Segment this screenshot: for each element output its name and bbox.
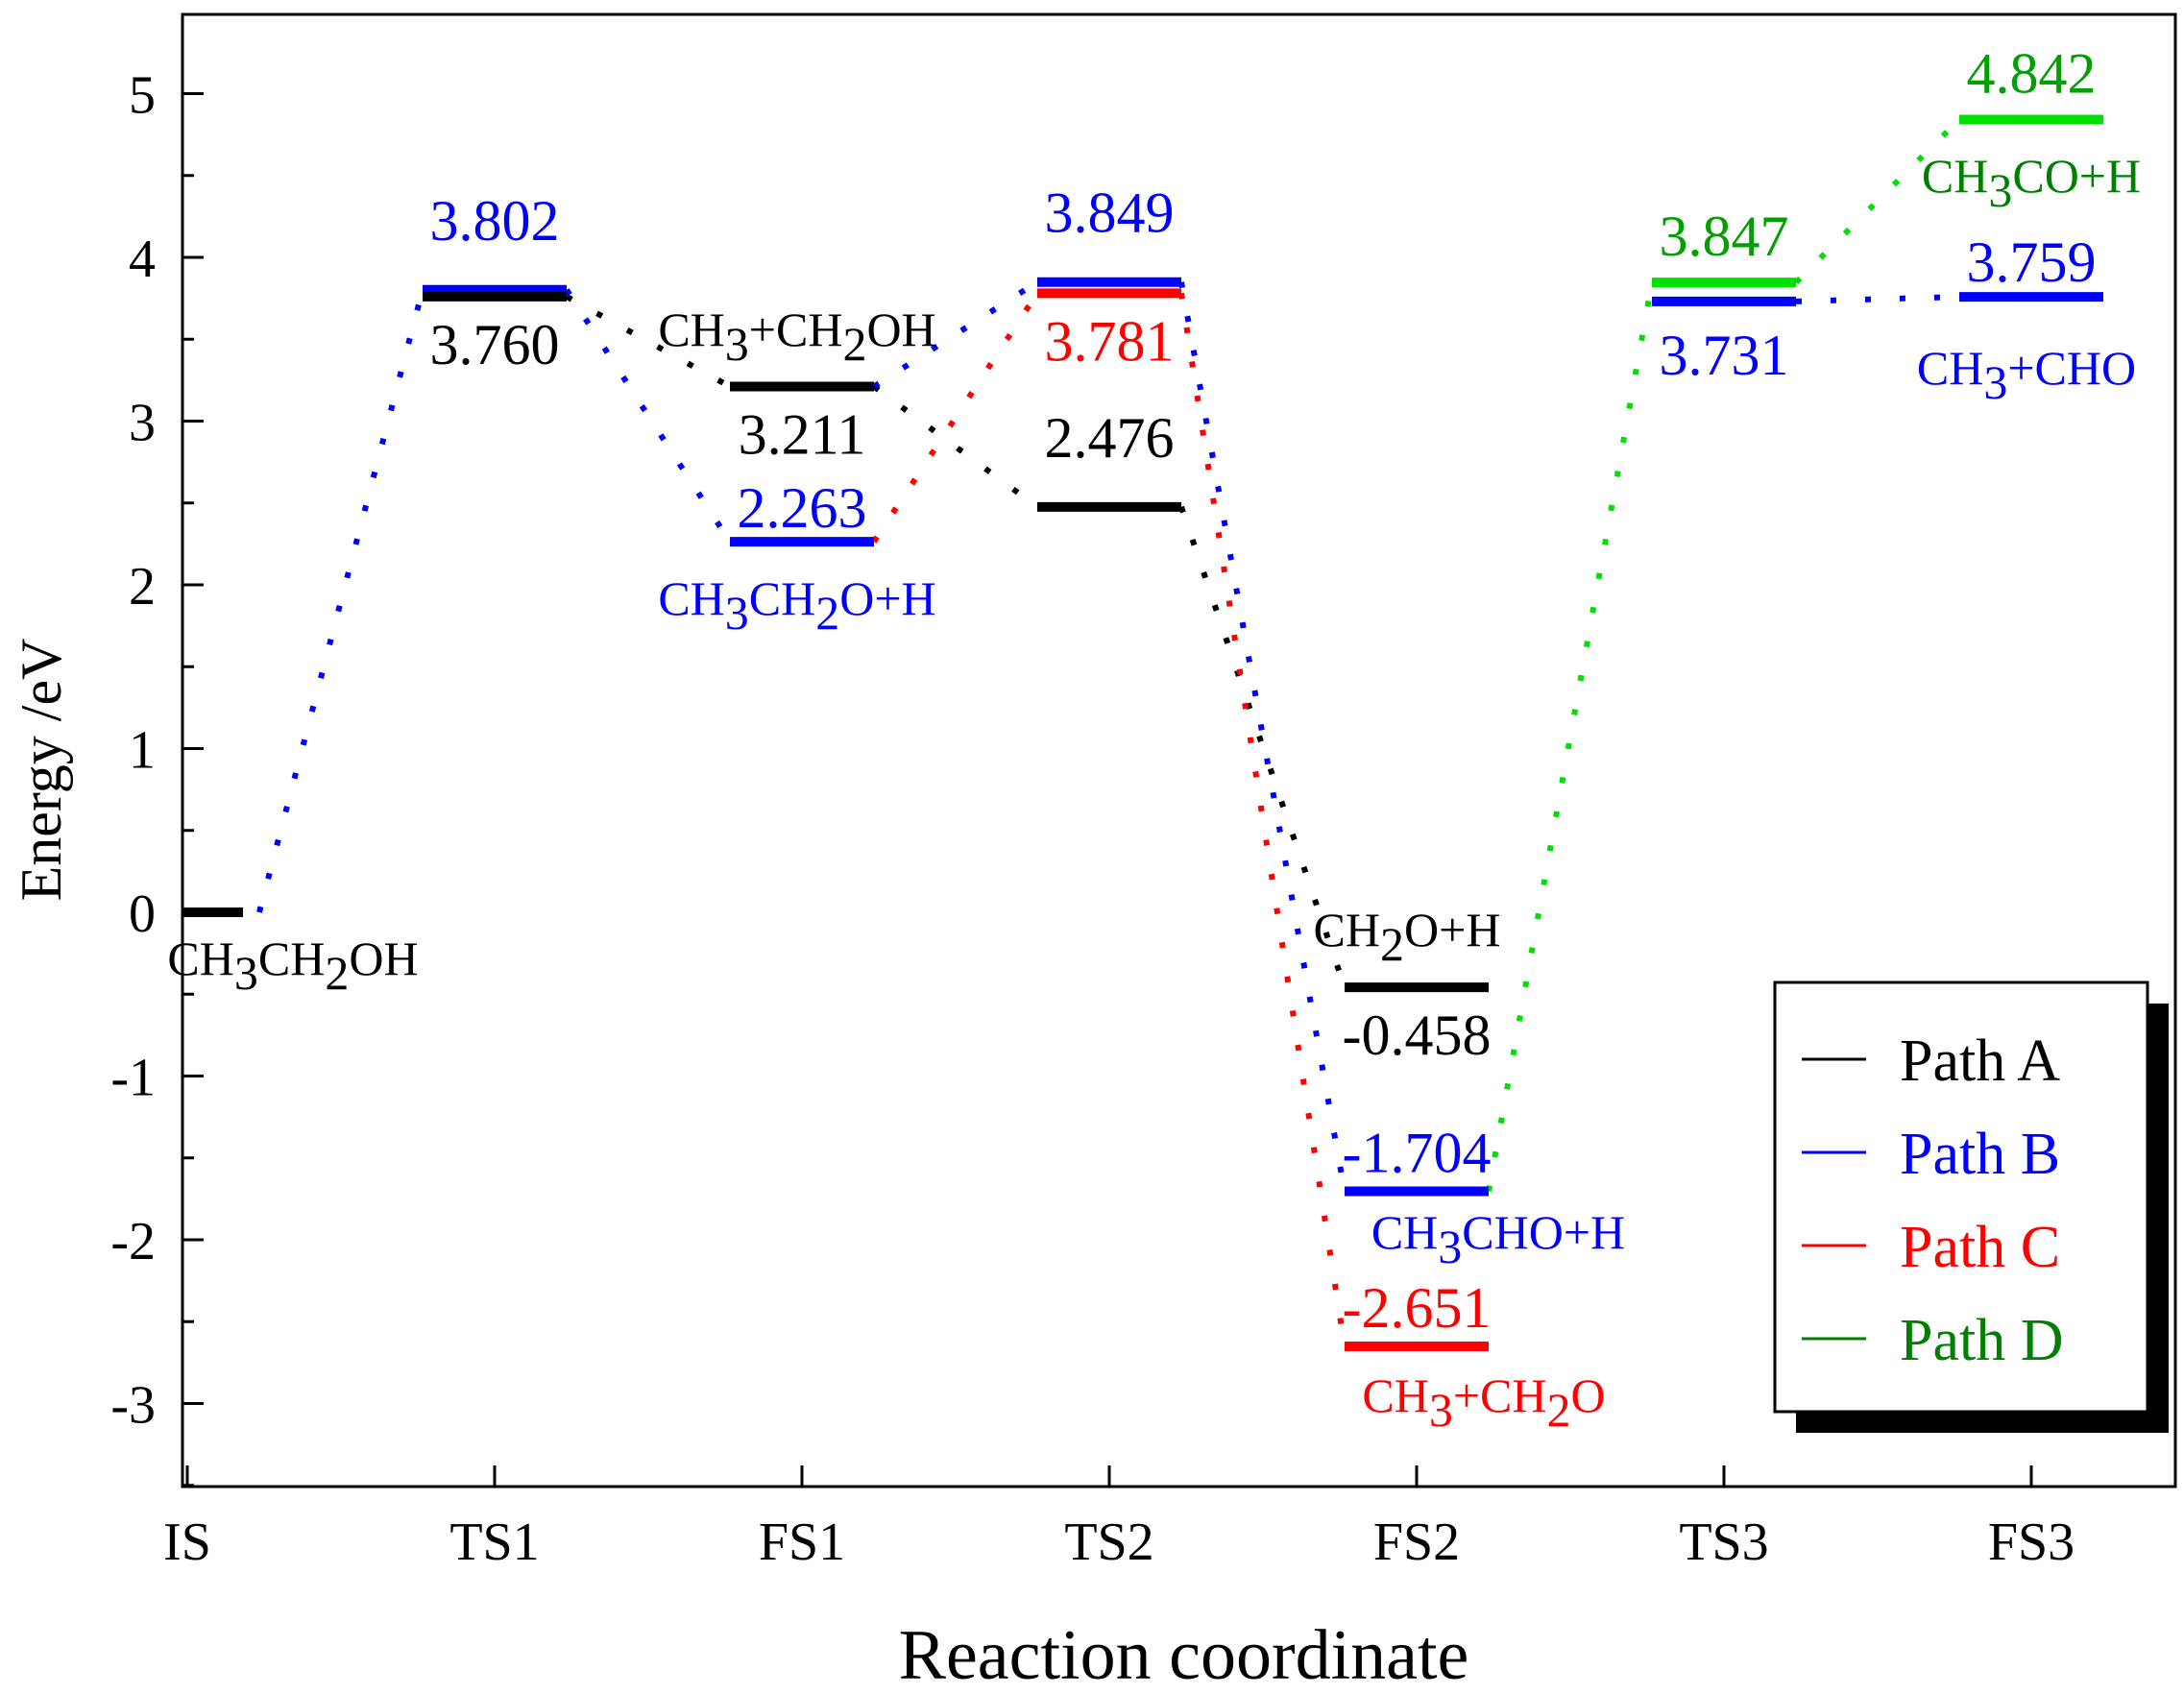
connector-ts3b-fs3b bbox=[1795, 294, 1960, 304]
value-label-ts1a: 3.760 bbox=[430, 313, 560, 376]
legend-label-3: Path D bbox=[1900, 1308, 2064, 1373]
legend-label-1: Path B bbox=[1900, 1122, 2060, 1187]
connector-is-ts1b bbox=[256, 288, 425, 913]
plot-frame bbox=[181, 12, 2177, 1488]
legend-label-2: Path C bbox=[1900, 1215, 2060, 1280]
label-text: CHO+H bbox=[1462, 1205, 1625, 1259]
x-tick-label: FS3 bbox=[1988, 1512, 2075, 1572]
ticks-layer: -3 -2 -1 0 1 2 3 4 5 IS TS1 FS1 TS2 FS2 TS3 FS3 bbox=[110, 66, 2075, 1573]
connectors-layer bbox=[256, 117, 1962, 1347]
label-text: CH bbox=[1362, 1368, 1428, 1422]
label-text: +CH bbox=[749, 302, 843, 356]
value-label-fs2b: -1.704 bbox=[1343, 1122, 1492, 1185]
y-tick-label: 1 bbox=[129, 721, 156, 781]
label-text: O+H bbox=[839, 571, 935, 625]
legend: Path A Path B Path C Path D bbox=[1773, 980, 2169, 1433]
x-axis-label: Reaction coordinate bbox=[899, 1616, 1469, 1694]
value-label-ts2b: 3.849 bbox=[1045, 182, 1175, 245]
species-label: CH3CH2O+H bbox=[658, 571, 935, 640]
connector-fs2b-ts3d bbox=[1486, 281, 1655, 1193]
subscript: 3 bbox=[1429, 1383, 1453, 1437]
label-text: OH bbox=[866, 302, 935, 356]
species-label: CH3+CH2OH bbox=[658, 302, 935, 371]
label-text: CH bbox=[1917, 341, 1983, 395]
value-labels-layer: 3.802 3.760 3.211 2.263 3.849 3.781 2.476 -0.45… bbox=[430, 41, 2097, 1340]
value-label-fs1a: 3.211 bbox=[739, 403, 866, 467]
connector-ts2c-fs2c bbox=[1178, 292, 1347, 1347]
subscript: 3 bbox=[725, 317, 749, 371]
value-label-fs2c: -2.651 bbox=[1343, 1276, 1492, 1340]
label-text: OH bbox=[349, 932, 418, 985]
species-label: CH2O+H bbox=[1314, 903, 1501, 971]
x-tick-label: IS bbox=[163, 1512, 211, 1572]
subscript: 3 bbox=[234, 946, 258, 1000]
label-text: O+H bbox=[1404, 903, 1500, 956]
x-tick-label: FS1 bbox=[759, 1512, 845, 1572]
label-text: CH bbox=[1371, 1205, 1438, 1259]
y-tick-label: 0 bbox=[129, 884, 156, 944]
value-label-ts2a: 2.476 bbox=[1045, 406, 1175, 470]
label-text: O bbox=[1571, 1368, 1606, 1422]
label-text: CH bbox=[749, 571, 815, 625]
y-tick-label: 2 bbox=[129, 557, 156, 617]
subscript: 2 bbox=[325, 946, 349, 1000]
value-label-ts3d: 3.847 bbox=[1660, 205, 1789, 268]
y-tick-label: -3 bbox=[110, 1376, 156, 1436]
x-tick-label: TS2 bbox=[1064, 1512, 1153, 1572]
connector-fs1a-ts2a bbox=[872, 384, 1039, 510]
x-tick-label: FS2 bbox=[1373, 1512, 1460, 1572]
value-label-fs1b: 2.263 bbox=[738, 476, 867, 540]
y-tick-label: 3 bbox=[129, 394, 156, 453]
value-label-fs3d: 4.842 bbox=[1967, 41, 2097, 105]
y-axis-label: Energy /eV bbox=[10, 639, 73, 902]
label-text: CH bbox=[658, 302, 724, 356]
x-tick-label: TS1 bbox=[449, 1512, 539, 1572]
value-label-ts1b: 3.802 bbox=[430, 189, 560, 253]
label-text: CH bbox=[658, 571, 724, 625]
subscript: 3 bbox=[1983, 355, 2007, 409]
label-text: CO+H bbox=[2012, 149, 2141, 203]
y-tick-label: -2 bbox=[110, 1212, 156, 1271]
subscript: 3 bbox=[725, 586, 749, 640]
subscript: 3 bbox=[1438, 1220, 1462, 1273]
connector-ts2b-fs2b bbox=[1178, 281, 1347, 1193]
subscript: 2 bbox=[842, 317, 866, 371]
species-label: CH3CO+H bbox=[1922, 149, 2141, 217]
species-label: CH3+CHO bbox=[1917, 341, 2136, 409]
value-label-fs2a: -0.458 bbox=[1343, 1004, 1492, 1067]
subscript: 2 bbox=[815, 586, 839, 640]
y-tick-label: 4 bbox=[129, 230, 156, 289]
label-text: CH bbox=[1922, 149, 1988, 203]
value-label-fs3b: 3.759 bbox=[1967, 230, 2097, 294]
value-label-ts3b: 3.731 bbox=[1660, 324, 1789, 387]
label-text: CH bbox=[258, 932, 325, 985]
value-label-ts2c: 3.781 bbox=[1045, 309, 1175, 373]
label-text: +CH bbox=[1453, 1368, 1547, 1422]
y-tick-label: 5 bbox=[129, 66, 156, 126]
levels-layer bbox=[182, 114, 2103, 1351]
label-text: CH bbox=[167, 932, 233, 985]
axes-layer bbox=[181, 12, 2177, 1488]
species-label: CH3CHO+H bbox=[1371, 1205, 1625, 1273]
subscript: 2 bbox=[1547, 1383, 1571, 1437]
subscript: 2 bbox=[1380, 917, 1404, 971]
subscript: 3 bbox=[1988, 163, 2012, 217]
x-tick-label: TS3 bbox=[1679, 1512, 1768, 1572]
y-tick-label: -1 bbox=[110, 1049, 156, 1108]
label-text: CH bbox=[1314, 903, 1380, 956]
label-text: +CHO bbox=[2007, 341, 2136, 395]
species-label: CH3+CH2O bbox=[1362, 1368, 1605, 1437]
species-label: CH3CH2OH bbox=[167, 932, 418, 1000]
connector-ts3d-fs3d bbox=[1793, 117, 1962, 285]
species-labels-layer: CH3CH2OHCH3+CH2OHCH3CH2O+HCH2O+HCH3CHO+H… bbox=[167, 149, 2141, 1437]
legend-label-0: Path A bbox=[1900, 1028, 2060, 1094]
